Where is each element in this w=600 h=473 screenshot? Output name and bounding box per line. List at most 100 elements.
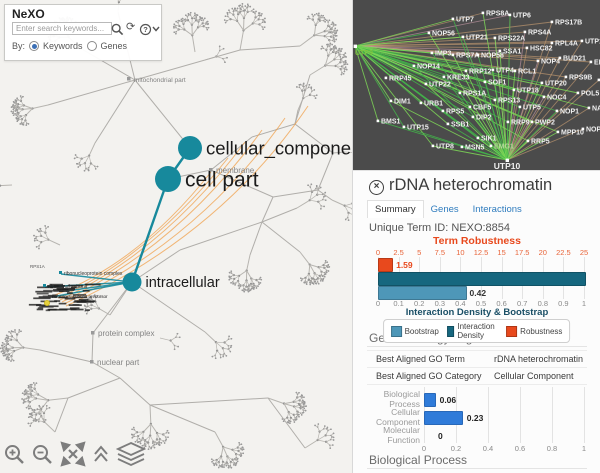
gene-label[interactable]: KRE33 <box>447 75 470 82</box>
cluster-term-label[interactable]: ribosomal subunit precursor <box>52 294 108 299</box>
gene-node[interactable] <box>587 106 591 110</box>
gene-label[interactable]: UTP21 <box>466 35 488 42</box>
gene-node[interactable] <box>525 46 529 50</box>
gene-node[interactable] <box>536 59 540 63</box>
gene-label[interactable]: SOF1 <box>488 80 506 87</box>
term-node-membrane[interactable] <box>209 168 213 172</box>
gene-node[interactable] <box>476 53 480 57</box>
gene-label[interactable]: URB1 <box>424 101 443 108</box>
gene-node[interactable] <box>558 56 562 60</box>
gene-node[interactable] <box>597 78 600 82</box>
interaction-network-panel[interactable]: UTP9 UTP7 RPS8A UTP6 RPS17B NOP56 UTP21 RPS22A R… <box>352 0 600 170</box>
genes-radio-label[interactable]: Genes <box>100 41 128 51</box>
gene-node[interactable] <box>442 75 446 79</box>
gene-node[interactable] <box>513 69 517 73</box>
term-label-cellular_component[interactable]: cellular_component <box>206 137 352 159</box>
gene-label[interactable]: UTP8 <box>436 144 454 151</box>
close-icon[interactable]: × <box>369 180 384 195</box>
gene-label[interactable]: ENP1 <box>594 60 600 67</box>
gene-node[interactable] <box>564 75 568 79</box>
gene-node[interactable] <box>489 144 493 148</box>
gene-label[interactable]: SSB1 <box>451 122 469 129</box>
gene-label[interactable]: RPS4A <box>528 30 551 37</box>
gene-node[interactable] <box>493 36 497 40</box>
gene-node[interactable] <box>542 95 546 99</box>
gene-label[interactable]: POL5 <box>581 91 599 98</box>
gene-node[interactable] <box>508 13 512 17</box>
gene-label[interactable]: NOP58 <box>481 53 504 60</box>
search-icon[interactable] <box>111 23 124 36</box>
gene-label[interactable]: UTP18 <box>517 88 539 95</box>
gene-label[interactable]: SIK1 <box>481 136 497 143</box>
chevron-down-icon[interactable] <box>152 26 160 32</box>
term-node-mitochondrial_part[interactable] <box>127 77 131 81</box>
gene-label[interactable]: NOP4 <box>541 59 560 66</box>
gene-label[interactable]: PWP2 <box>535 120 555 127</box>
highlighted-node[interactable] <box>44 299 51 306</box>
ontology-graph[interactable]: RPS1A ribonucleoprotein complex ribosomal … <box>0 0 352 473</box>
gene-label[interactable]: RPS13 <box>498 98 520 105</box>
gene-node[interactable] <box>458 91 462 95</box>
gene-node[interactable] <box>556 130 560 134</box>
cluster-term-label[interactable]: RPS1A <box>30 264 45 269</box>
help-icon[interactable]: ? <box>139 23 152 36</box>
gene-label[interactable]: RRP5 <box>531 139 550 146</box>
gene-node[interactable] <box>427 31 431 35</box>
gene-node[interactable] <box>581 127 585 131</box>
term-label-cell_part[interactable]: cell part <box>185 168 259 191</box>
term-node-nuclear_part[interactable] <box>90 360 94 364</box>
gene-label[interactable]: RPS7A <box>456 53 479 60</box>
gene-label[interactable]: NAN1 <box>592 106 600 113</box>
gene-node[interactable] <box>460 145 464 149</box>
gene-label[interactable]: UTP5 <box>523 105 541 112</box>
gene-label[interactable]: BMS1 <box>381 119 401 126</box>
gene-node[interactable] <box>389 99 393 103</box>
gene-node[interactable] <box>555 109 559 113</box>
tab-genes[interactable]: Genes <box>430 204 459 215</box>
gene-node[interactable] <box>461 35 465 39</box>
gene-node[interactable] <box>530 120 534 124</box>
gene-node[interactable] <box>451 53 455 57</box>
ontology-canvas[interactable]: RPS1A ribonucleoprotein complex ribosomal … <box>0 0 352 473</box>
gene-label[interactable]: NOC4 <box>547 95 567 102</box>
cluster-term-label[interactable]: ribonucleoprotein complex <box>64 271 123 277</box>
gene-node[interactable] <box>451 17 455 21</box>
gene-label[interactable]: NOP56 <box>432 31 455 38</box>
gene-node[interactable] <box>540 81 544 85</box>
term-label-intracellular[interactable]: intracellular <box>146 275 220 291</box>
gene-node[interactable] <box>498 49 502 53</box>
gene-label[interactable]: RPS9B <box>569 75 592 82</box>
gene-label[interactable]: RPS17B <box>555 20 582 27</box>
gene-label[interactable]: RRP12 <box>469 69 492 76</box>
gene-label[interactable]: DIP2 <box>476 115 492 122</box>
gene-node[interactable] <box>491 68 495 72</box>
gene-label[interactable]: RCL1 <box>518 69 536 76</box>
gene-label[interactable]: HSC82 <box>530 46 553 53</box>
gene-label[interactable]: UTP9 <box>355 50 373 57</box>
term-node-protein_complex[interactable] <box>91 331 95 335</box>
gene-node[interactable] <box>471 115 475 119</box>
gene-label[interactable]: UTP22 <box>429 82 451 89</box>
gene-label[interactable]: RRP45 <box>389 76 412 83</box>
gene-node[interactable] <box>384 76 388 80</box>
gene-node[interactable] <box>550 41 554 45</box>
gene-node[interactable] <box>483 80 487 84</box>
term-label-nuclear_part[interactable]: nuclear part <box>97 358 140 367</box>
gene-node[interactable] <box>424 82 428 86</box>
gene-node[interactable] <box>353 44 357 48</box>
gene-label[interactable]: SSA1 <box>503 49 521 56</box>
gene-node[interactable] <box>523 30 527 34</box>
gene-label[interactable]: UTP10 <box>494 161 521 170</box>
gene-node[interactable] <box>518 105 522 109</box>
keywords-radio-label[interactable]: Keywords <box>43 41 83 51</box>
gene-node[interactable] <box>412 64 416 68</box>
gene-label[interactable]: UTP15 <box>407 125 429 132</box>
fit-to-screen-button[interactable] <box>60 441 86 467</box>
gene-label[interactable]: BUD21 <box>563 56 586 63</box>
gene-label[interactable]: RPL4A <box>555 41 578 48</box>
gene-node[interactable] <box>476 136 480 140</box>
gene-node[interactable] <box>550 20 554 24</box>
gene-label[interactable]: RPS5 <box>446 109 464 116</box>
gene-node[interactable] <box>431 144 435 148</box>
